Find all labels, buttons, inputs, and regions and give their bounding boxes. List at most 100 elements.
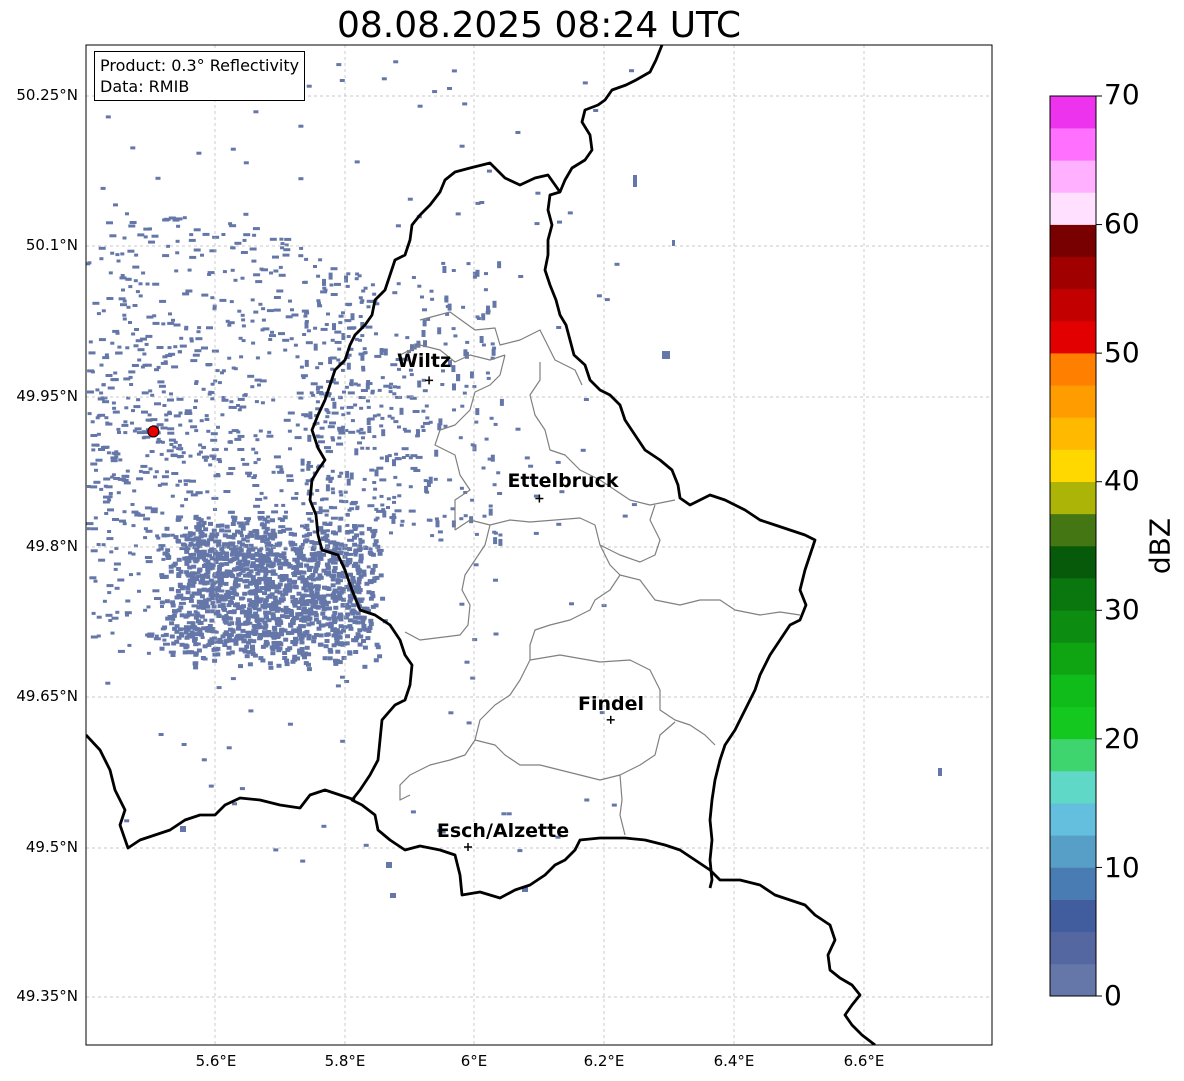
echo-pixel [253, 461, 258, 465]
echo-pixel [251, 341, 256, 345]
echo-pixel [271, 640, 277, 645]
echo-pixel [193, 514, 199, 518]
echo-pixel [147, 632, 155, 636]
echo-pixel [206, 588, 212, 593]
echo-pixel [219, 562, 225, 567]
echo-pixel [350, 575, 356, 580]
echo-pixel [230, 628, 236, 633]
echo-pixel [311, 393, 316, 397]
echo-pixel [180, 826, 186, 832]
echo-pixel [170, 533, 175, 537]
echo-pixel [282, 656, 288, 660]
echo-pixel [230, 586, 236, 591]
echo-pixel [377, 551, 383, 556]
echo-pixel [349, 502, 357, 506]
echo-pixel [309, 391, 314, 395]
echo-pixel [193, 406, 198, 409]
echo-pixel [186, 556, 194, 560]
echo-pixel [291, 313, 299, 317]
echo-pixel [178, 569, 184, 574]
echo-pixel [295, 552, 300, 556]
echo-pixel [135, 290, 140, 294]
echo-pixel [199, 532, 205, 536]
echo-pixel [234, 546, 240, 551]
echo-pixel [174, 624, 180, 629]
echo-pixel [515, 427, 521, 431]
echo-pixel [277, 470, 285, 474]
lat-label-49-35: 49.35°N [16, 987, 78, 1005]
echo-pixel [170, 600, 176, 605]
echo-pixel [253, 546, 258, 550]
echo-pixel [227, 440, 232, 444]
echo-pixel [217, 589, 225, 593]
echo-pixel [270, 561, 276, 566]
echo-pixel [370, 283, 375, 287]
echo-pixel [279, 468, 284, 472]
echo-pixel [421, 429, 426, 432]
echo-pixel [157, 483, 162, 487]
echo-pixel [86, 485, 91, 488]
echo-pixel [440, 830, 446, 834]
echo-pixel [163, 632, 169, 637]
echo-pixel [368, 382, 373, 385]
echo-pixel [361, 436, 365, 440]
echo-pixel [388, 386, 393, 390]
echo-pixel [253, 611, 259, 616]
echo-pixel [264, 537, 270, 542]
echo-pixel [264, 615, 269, 620]
echo-pixel [301, 534, 306, 538]
echo-pixel [124, 611, 132, 615]
echo-pixel [268, 549, 274, 554]
echo-pixel [307, 517, 312, 521]
echo-pixel [370, 567, 376, 572]
echo-pixel [230, 574, 236, 579]
echo-pixel [209, 556, 215, 561]
echo-pixel [246, 546, 252, 551]
echo-pixel [143, 435, 151, 439]
echo-pixel [136, 431, 144, 435]
echo-pixel [276, 558, 282, 563]
echo-pixel [321, 529, 327, 534]
echo-pixel [448, 711, 454, 715]
echo-pixel [148, 389, 153, 393]
echo-pixel [421, 409, 426, 413]
echo-pixel [184, 526, 188, 530]
echo-pixel [405, 336, 410, 340]
echo-pixel [198, 518, 204, 523]
echo-pixel [109, 234, 117, 238]
echo-pixel [334, 340, 342, 344]
echo-pixel [105, 374, 113, 377]
echo-pixel [298, 563, 304, 568]
echo-pixel [233, 641, 239, 646]
echo-pixel [101, 543, 106, 547]
echo-pixel [172, 218, 180, 222]
echo-pixel [158, 546, 164, 551]
echo-pixel [311, 577, 316, 582]
echo-pixel [211, 548, 217, 553]
echo-pixel [112, 518, 119, 521]
echo-pixel [303, 314, 308, 318]
echo-pixel [424, 485, 429, 493]
echo-pixel [165, 470, 169, 474]
echo-pixel [451, 269, 456, 272]
echo-pixel [363, 286, 368, 290]
echo-pixel [296, 606, 302, 610]
echo-pixel [396, 385, 401, 389]
echo-pixel [486, 169, 492, 173]
echo-pixel [262, 600, 268, 605]
echo-pixel [266, 585, 272, 590]
echo-pixel [165, 354, 173, 358]
echo-pixel [145, 633, 151, 637]
echo-pixel [486, 376, 491, 380]
echo-pixel [269, 552, 275, 557]
echo-pixel [217, 604, 223, 609]
echo-pixel [170, 615, 176, 620]
echo-pixel [180, 596, 186, 601]
echo-pixel [224, 554, 230, 559]
echo-pixel [178, 423, 183, 427]
echo-pixel [223, 557, 229, 561]
echo-pixel [332, 598, 338, 603]
echo-pixel [279, 578, 285, 582]
echo-pixel [276, 648, 282, 653]
echo-pixel [295, 423, 300, 427]
